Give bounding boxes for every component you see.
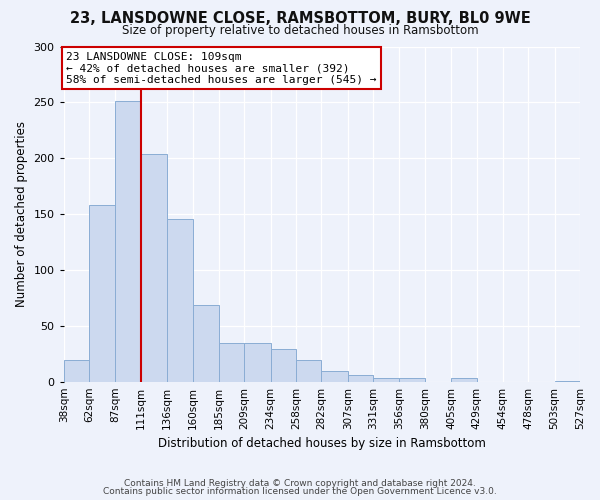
- Bar: [141, 154, 167, 382]
- Bar: [115, 101, 141, 382]
- Text: 23, LANSDOWNE CLOSE, RAMSBOTTOM, BURY, BL0 9WE: 23, LANSDOWNE CLOSE, RAMSBOTTOM, BURY, B…: [70, 11, 530, 26]
- Bar: [554, 380, 580, 382]
- Bar: [296, 360, 322, 382]
- Bar: [193, 304, 219, 382]
- Y-axis label: Number of detached properties: Number of detached properties: [15, 121, 28, 307]
- Bar: [400, 378, 425, 382]
- Bar: [373, 378, 400, 382]
- Text: Contains HM Land Registry data © Crown copyright and database right 2024.: Contains HM Land Registry data © Crown c…: [124, 478, 476, 488]
- Bar: [167, 218, 193, 382]
- Bar: [219, 342, 244, 382]
- Bar: [451, 378, 476, 382]
- Bar: [89, 205, 115, 382]
- Bar: [244, 342, 271, 382]
- Bar: [64, 360, 89, 382]
- Bar: [322, 370, 348, 382]
- Text: 23 LANSDOWNE CLOSE: 109sqm
← 42% of detached houses are smaller (392)
58% of sem: 23 LANSDOWNE CLOSE: 109sqm ← 42% of deta…: [66, 52, 377, 84]
- Text: Size of property relative to detached houses in Ramsbottom: Size of property relative to detached ho…: [122, 24, 478, 37]
- X-axis label: Distribution of detached houses by size in Ramsbottom: Distribution of detached houses by size …: [158, 437, 486, 450]
- Bar: [271, 350, 296, 382]
- Text: Contains public sector information licensed under the Open Government Licence v3: Contains public sector information licen…: [103, 487, 497, 496]
- Bar: [348, 375, 373, 382]
